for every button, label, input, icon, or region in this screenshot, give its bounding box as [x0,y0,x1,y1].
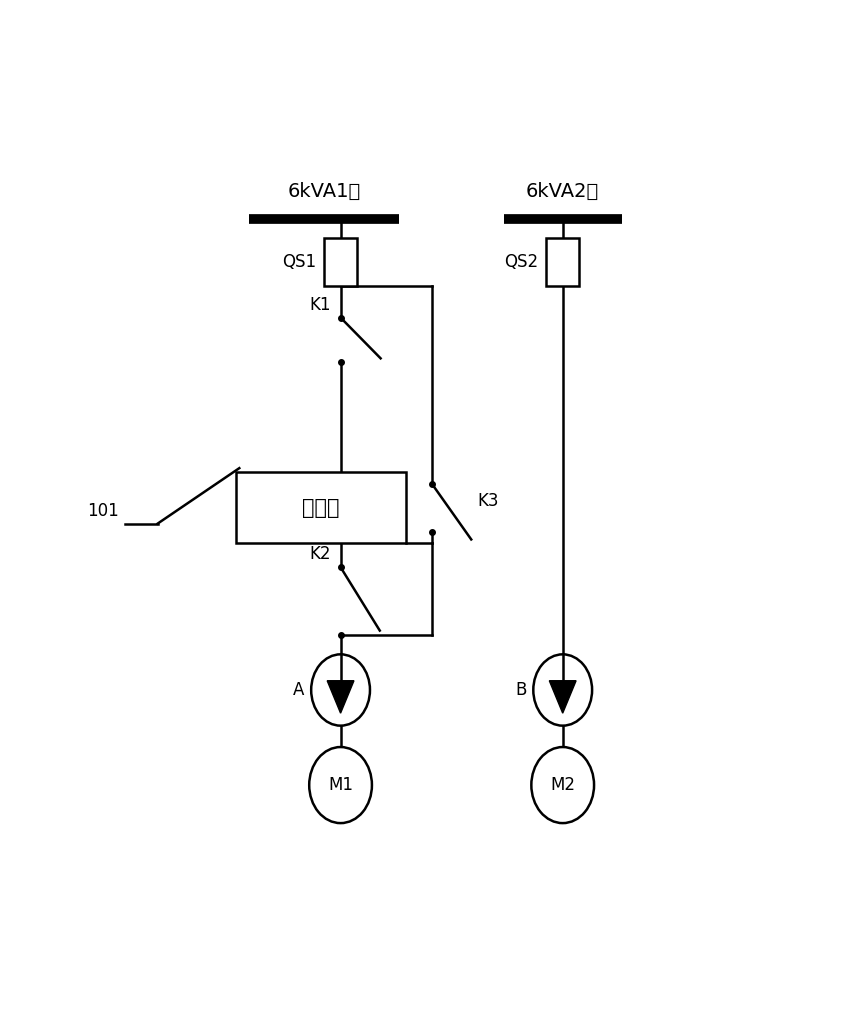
Circle shape [309,747,372,823]
Bar [325,239,357,286]
Text: A: A [293,681,304,699]
Circle shape [311,654,370,725]
Polygon shape [550,681,576,713]
Text: K2: K2 [309,545,330,563]
Text: 101: 101 [87,502,118,520]
Text: M1: M1 [328,776,353,794]
Polygon shape [327,681,354,713]
Text: QS2: QS2 [504,253,539,271]
Bar [236,472,406,543]
Text: 变频器: 变频器 [303,498,340,518]
Text: K3: K3 [478,492,499,510]
Circle shape [531,747,594,823]
Text: M2: M2 [550,776,575,794]
Text: 6kVA1段: 6kVA1段 [287,182,361,201]
Text: QS1: QS1 [282,253,316,271]
Text: K1: K1 [309,295,330,314]
Text: B: B [515,681,527,699]
Text: 6kVA2段: 6kVA2段 [526,182,599,201]
Circle shape [534,654,592,725]
Bar [546,239,579,286]
